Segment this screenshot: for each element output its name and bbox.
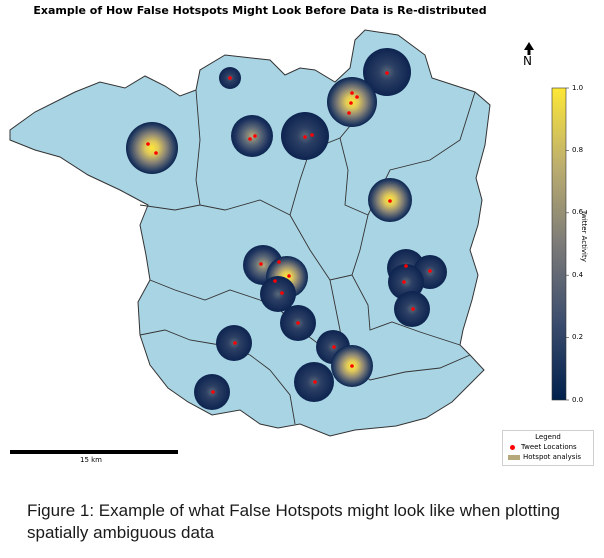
tweet-location-dot — [402, 280, 406, 284]
tweet-layer — [146, 71, 432, 394]
colorbar-tick-label: 0.4 — [572, 271, 584, 279]
tweet-location-dot — [280, 291, 284, 295]
legend-label: Hotspot analysis — [523, 453, 581, 461]
tweet-location-dot — [355, 95, 359, 99]
tweet-location-dot — [277, 260, 281, 264]
hotspot-circle — [126, 122, 178, 174]
legend-item-tweets: Tweet Locations — [508, 443, 593, 451]
tweet-marker-icon — [510, 444, 515, 450]
tweet-location-dot — [211, 390, 215, 394]
tweet-location-dot — [248, 137, 252, 141]
map-title: Example of How False Hotspots Might Look… — [33, 4, 487, 17]
tweet-location-dot — [388, 199, 392, 203]
tweet-location-dot — [287, 274, 291, 278]
tweet-location-dot — [411, 307, 415, 311]
legend: Legend Tweet Locations Hotspot analysis — [502, 430, 594, 466]
tweet-location-dot — [259, 262, 263, 266]
region-outline — [9, 29, 491, 437]
colorbar-tick-label: 0.2 — [572, 333, 584, 341]
colorbar-label: Twitter Activity — [580, 210, 588, 262]
tweet-location-dot — [233, 341, 237, 345]
legend-item-hotspot: Hotspot analysis — [508, 453, 593, 461]
north-arrow-icon — [524, 42, 534, 55]
map-canvas — [9, 29, 569, 454]
tweet-location-dot — [350, 91, 354, 95]
tweet-location-dot — [228, 76, 232, 80]
tweet-location-dot — [146, 142, 150, 146]
tweet-location-dot — [253, 134, 257, 138]
scale-bar — [10, 450, 178, 454]
hotspot-circle — [260, 276, 296, 312]
legend-label: Tweet Locations — [521, 443, 577, 451]
tweet-location-dot — [332, 345, 336, 349]
tweet-location-dot — [428, 269, 432, 273]
tweet-location-dot — [303, 135, 307, 139]
colorbar — [551, 87, 567, 401]
hotspot-swatch-icon — [508, 454, 520, 460]
tweet-location-dot — [296, 321, 300, 325]
figure-caption: Figure 1: Example of what False Hotspots… — [27, 501, 560, 542]
north-label: N — [523, 54, 532, 68]
tweet-location-dot — [349, 101, 353, 105]
hotspot-circle — [231, 115, 273, 157]
scale-label: 15 km — [80, 456, 103, 464]
hotspot-circle — [388, 264, 424, 300]
colorbar-tick-label: 0.8 — [572, 146, 584, 154]
tweet-location-dot — [385, 71, 389, 75]
colorbar-ticks — [566, 87, 569, 401]
tweet-location-dot — [310, 133, 314, 137]
colorbar-tick-label: 0.0 — [572, 396, 584, 404]
colorbar-tick-label: 1.0 — [572, 84, 584, 92]
tweet-location-dot — [404, 264, 408, 268]
tweet-location-dot — [154, 151, 158, 155]
legend-title: Legend — [535, 433, 561, 441]
colorbar-tick-label: 0.6 — [572, 208, 584, 216]
tweet-location-dot — [350, 364, 354, 368]
tweet-location-dot — [273, 279, 277, 283]
tweet-location-dot — [347, 111, 351, 115]
tweet-location-dot — [313, 380, 317, 384]
